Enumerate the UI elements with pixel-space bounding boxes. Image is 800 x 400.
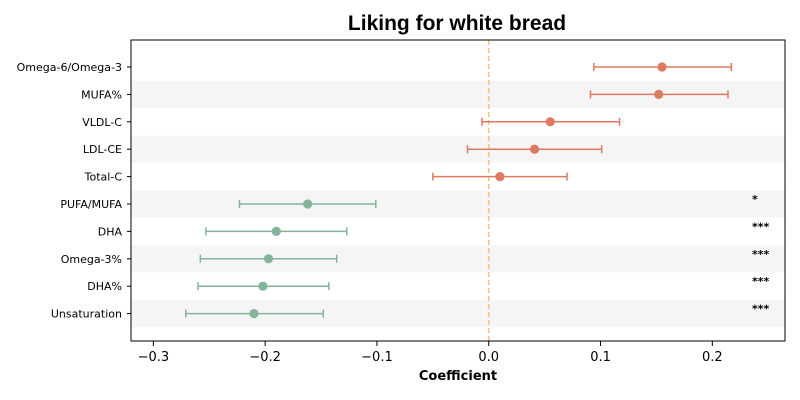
y-tick-label: DHA	[98, 225, 123, 238]
estimate-point	[303, 199, 313, 209]
x-axis-title: Coefficient	[419, 369, 497, 384]
estimate-point	[495, 172, 505, 182]
row-band	[131, 190, 785, 218]
y-axis-labels: Omega-6/Omega-3 MUFA% VLDL-C LDL-CE Total-C P…	[17, 61, 131, 321]
estimate-point	[529, 144, 540, 154]
estimate-point	[654, 89, 664, 99]
x-tick-label: 0.0	[478, 350, 499, 365]
x-tick-label: 0.2	[702, 350, 723, 365]
plot-marks	[185, 62, 733, 319]
x-tick-label: −0.3	[138, 350, 170, 365]
x-axis: −0.3 −0.2 −0.1 0.0 0.1 0.2	[138, 341, 723, 365]
significance-label: ***	[752, 275, 770, 288]
x-tick-label: −0.2	[249, 350, 281, 365]
y-tick-label: DHA%	[87, 280, 122, 293]
y-tick-label: PUFA/MUFA	[60, 198, 122, 211]
significance-label: ***	[752, 248, 770, 261]
row-bands	[131, 80, 785, 328]
x-tick-label: 0.1	[590, 350, 611, 365]
estimate-point	[249, 309, 259, 319]
significance-label: ***	[752, 303, 770, 316]
estimate-point	[258, 281, 268, 291]
significance-label: ***	[752, 220, 770, 233]
y-tick-label: Omega-6/Omega-3	[17, 61, 122, 74]
y-tick-label: VLDL-C	[82, 116, 122, 129]
estimate-point	[271, 226, 281, 236]
y-tick-label: Omega-3%	[61, 253, 122, 266]
estimate-point	[263, 254, 274, 264]
estimate-point	[545, 117, 555, 127]
y-tick-label: LDL-CE	[83, 143, 122, 156]
y-tick-label: Unsaturation	[51, 308, 122, 321]
y-tick-label: MUFA%	[81, 88, 122, 101]
plot-frame	[130, 39, 786, 342]
significance-labels: *************	[752, 193, 770, 316]
row-band	[131, 135, 785, 163]
significance-label: *	[752, 193, 758, 206]
estimate-point	[657, 62, 667, 72]
x-tick-label: −0.1	[361, 350, 393, 365]
chart-title: Liking for white bread	[348, 12, 566, 35]
y-tick-label: Total-C	[84, 171, 123, 184]
